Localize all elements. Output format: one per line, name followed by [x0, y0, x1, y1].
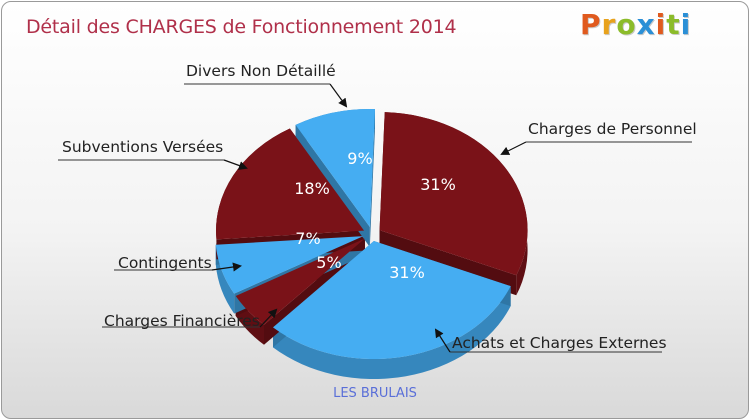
pie-slice — [379, 112, 528, 276]
slice-category-label: Contingents — [118, 254, 212, 272]
leader-arrow — [434, 328, 451, 353]
slice-category-label: Charges Financières — [104, 312, 260, 330]
pie-slice — [216, 128, 365, 240]
pie-slice — [235, 238, 365, 325]
leader-arrow — [259, 308, 278, 328]
commune-name: LES BRULAIS — [333, 386, 417, 401]
leader-arrow — [329, 83, 348, 108]
leader-arrow — [223, 159, 248, 170]
slice-category-label: Charges de Personnel — [528, 120, 697, 138]
slice-category-label: Divers Non Détaillé — [186, 62, 336, 80]
slice-percent-label: 31% — [389, 263, 425, 282]
brand-letter: i — [655, 8, 667, 41]
pie-slice — [295, 109, 375, 228]
slice-percent-label: 31% — [420, 175, 456, 194]
slice-percent-label: 9% — [347, 149, 372, 168]
brand-letter: P — [580, 8, 602, 41]
brand-letter: r — [601, 8, 617, 41]
slice-side-wall — [272, 286, 511, 380]
brand-logo[interactable]: Proxiti — [580, 8, 691, 41]
slice-percent-label: 5% — [316, 253, 341, 272]
slice-category-label: Subventions Versées — [62, 138, 223, 156]
slice-radial-wall — [369, 109, 375, 248]
pie-slice — [272, 241, 511, 360]
leader-arrow — [211, 262, 242, 272]
chart-title: Détail des CHARGES de Fonctionnement 201… — [26, 16, 457, 38]
slice-percent-label: 18% — [294, 179, 330, 198]
slice-side-wall — [215, 244, 235, 314]
slice-tops — [215, 109, 528, 360]
brand-letter: x — [636, 8, 656, 41]
brand-letter: t — [666, 8, 681, 41]
slice-category-label: Achats et Charges Externes — [452, 334, 667, 352]
leader-arrow — [500, 141, 527, 155]
pie-slice — [215, 236, 364, 294]
brand-letter: i — [680, 8, 692, 41]
slice-percent-label: 7% — [295, 229, 320, 248]
brand-letter: o — [616, 8, 637, 41]
